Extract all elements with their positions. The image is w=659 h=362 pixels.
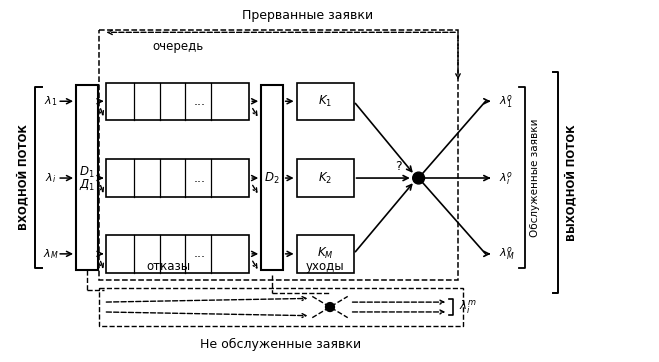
Bar (107, 83, 249, 120)
Text: $\lambda_M^o$: $\lambda_M^o$ (500, 245, 515, 262)
Bar (99, 30, 458, 281)
Text: $\lambda_1$: $\lambda_1$ (43, 94, 57, 108)
Text: очередь: очередь (152, 40, 204, 53)
Bar (297, 235, 354, 273)
Text: ?: ? (395, 160, 402, 173)
Circle shape (413, 172, 424, 184)
Text: $K_2$: $K_2$ (318, 171, 332, 186)
Text: $\lambda_M$: $\lambda_M$ (43, 247, 58, 261)
Text: $\lambda_i^o$: $\lambda_i^o$ (500, 169, 513, 186)
Bar (76, 85, 98, 270)
Text: ВХОДНОЙ ПОТОК: ВХОДНОЙ ПОТОК (17, 125, 28, 231)
Text: $K_1$: $K_1$ (318, 94, 332, 109)
Bar (107, 159, 249, 197)
Text: Прерванные заявки: Прерванные заявки (243, 9, 374, 22)
Text: $\lambda_1^o$: $\lambda_1^o$ (500, 93, 513, 110)
Text: $\lambda_i^m$: $\lambda_i^m$ (459, 298, 476, 316)
Text: уходы: уходы (306, 260, 345, 273)
Text: $D_1$: $D_1$ (79, 165, 94, 180)
Text: $D_2$: $D_2$ (264, 171, 279, 186)
Text: ...: ... (193, 247, 206, 260)
Circle shape (326, 303, 334, 311)
Text: Обслуженные заявки: Обслуженные заявки (530, 118, 540, 237)
Bar (297, 83, 354, 120)
Bar (99, 288, 463, 326)
Text: отказы: отказы (146, 260, 190, 273)
Bar (297, 159, 354, 197)
Text: $\lambda_i$: $\lambda_i$ (45, 171, 56, 185)
Text: ВЫХОДНОЙ ПОТОК: ВЫХОДНОЙ ПОТОК (564, 124, 576, 241)
Text: $Д_1$: $Д_1$ (78, 178, 95, 192)
Text: Не обслуженные заявки: Не обслуженные заявки (200, 337, 361, 351)
Text: $K_M$: $K_M$ (317, 246, 333, 261)
Bar (107, 235, 249, 273)
Text: ...: ... (193, 172, 206, 185)
Text: ...: ... (193, 95, 206, 108)
Bar (261, 85, 283, 270)
